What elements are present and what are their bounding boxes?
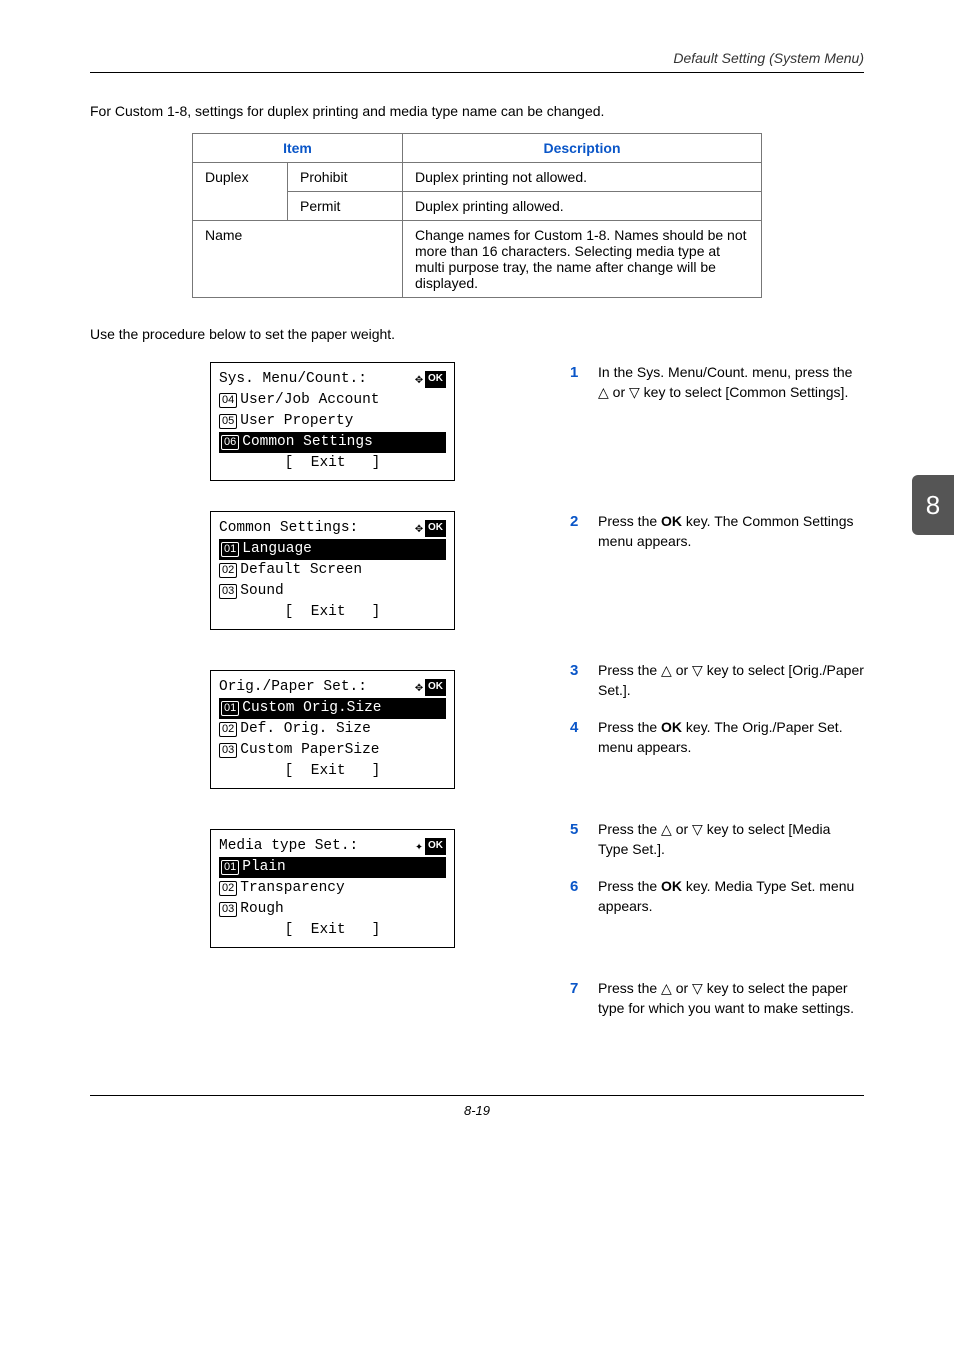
lcd-title: Orig./Paper Set.:: [219, 677, 367, 698]
item-num: 02: [219, 881, 237, 895]
item-label: Rough: [240, 899, 284, 920]
item-num: 04: [219, 393, 237, 407]
step-text: Press the OK key. The Common Settings me…: [598, 511, 864, 552]
item-label: Def. Orig. Size: [240, 719, 371, 740]
step-number: 5: [570, 819, 598, 860]
cell: Name: [193, 221, 403, 298]
item-num: 01: [221, 860, 239, 874]
nav-arrows-icon: ✥: [415, 681, 423, 694]
step-number: 6: [570, 876, 598, 917]
cell: Prohibit: [288, 163, 403, 192]
cell: Change names for Custom 1-8. Names shoul…: [403, 221, 762, 298]
settings-table: Item Description Duplex Prohibit Duplex …: [192, 133, 762, 298]
step-text: Press the △ or ▽ key to select [Orig./Pa…: [598, 660, 864, 701]
step-number: 4: [570, 717, 598, 758]
lcd-title: Common Settings:: [219, 518, 358, 539]
lcd-orig-paper: Orig./Paper Set.:✥OK 01Custom Orig.Size …: [210, 670, 455, 789]
item-label: Plain: [242, 857, 286, 878]
side-tab: 8: [912, 475, 954, 535]
step-3: 3 Press the △ or ▽ key to select [Orig./…: [570, 660, 864, 701]
cell: Duplex printing not allowed.: [403, 163, 762, 192]
item-label: Language: [242, 539, 312, 560]
up-triangle-icon: △: [661, 980, 672, 996]
ok-icon: OK: [425, 371, 446, 388]
exit-label: [ Exit ]: [285, 920, 381, 941]
item-num: 01: [221, 701, 239, 715]
table-row: Duplex Prohibit Duplex printing not allo…: [193, 163, 762, 192]
item-num: 06: [221, 435, 239, 449]
lcd-sys-menu: Sys. Menu/Count.:✥OK 04User/Job Account …: [210, 362, 455, 481]
step-number: 7: [570, 978, 598, 1019]
step-text: Press the △ or ▽ key to select [Media Ty…: [598, 819, 864, 860]
exit-label: [ Exit ]: [285, 761, 381, 782]
down-triangle-icon: ▽: [629, 384, 640, 400]
step-number: 2: [570, 511, 598, 552]
step-4: 4 Press the OK key. The Orig./Paper Set.…: [570, 717, 864, 758]
item-label: User Property: [240, 411, 353, 432]
item-num: 02: [219, 722, 237, 736]
up-triangle-icon: △: [661, 821, 672, 837]
page-number: 8-19: [90, 1103, 864, 1118]
item-label: Sound: [240, 581, 284, 602]
step-text: In the Sys. Menu/Count. menu, press the …: [598, 362, 864, 403]
th-item: Item: [193, 134, 403, 163]
header-rule: [90, 72, 864, 73]
footer-rule: [90, 1095, 864, 1096]
step-2: 2 Press the OK key. The Common Settings …: [570, 511, 864, 552]
up-triangle-icon: △: [661, 662, 672, 678]
item-label: Default Screen: [240, 560, 362, 581]
item-label: Common Settings: [242, 432, 373, 453]
up-triangle-icon: △: [598, 384, 609, 400]
step-6: 6 Press the OK key. Media Type Set. menu…: [570, 876, 864, 917]
exit-label: [ Exit ]: [285, 453, 381, 474]
lcd-title: Media type Set.:: [219, 836, 358, 857]
step-number: 1: [570, 362, 598, 403]
nav-arrows-icon: ✦: [415, 840, 423, 853]
item-label: Custom Orig.Size: [242, 698, 381, 719]
table-row: Name Change names for Custom 1-8. Names …: [193, 221, 762, 298]
down-triangle-icon: ▽: [692, 662, 703, 678]
ok-icon: OK: [425, 520, 446, 537]
item-label: Transparency: [240, 878, 344, 899]
item-label: User/Job Account: [240, 390, 379, 411]
ok-icon: OK: [425, 838, 446, 855]
nav-arrows-icon: ✥: [415, 373, 423, 386]
item-num: 03: [219, 743, 237, 757]
step-number: 3: [570, 660, 598, 701]
lcd-title: Sys. Menu/Count.:: [219, 369, 367, 390]
item-num: 03: [219, 584, 237, 598]
item-num: 02: [219, 563, 237, 577]
intro-text: For Custom 1-8, settings for duplex prin…: [90, 103, 864, 119]
item-label: Custom PaperSize: [240, 740, 379, 761]
exit-label: [ Exit ]: [285, 602, 381, 623]
item-num: 03: [219, 902, 237, 916]
item-num: 01: [221, 542, 239, 556]
cell: Duplex: [193, 163, 288, 221]
procedure-intro: Use the procedure below to set the paper…: [90, 326, 864, 342]
lcd-media-type: Media type Set.: ✦OK 01Plain 02Transparen…: [210, 829, 455, 948]
step-text: Press the OK key. Media Type Set. menu a…: [598, 876, 864, 917]
down-triangle-icon: ▽: [692, 821, 703, 837]
step-text: Press the △ or ▽ key to select the paper…: [598, 978, 864, 1019]
th-desc: Description: [403, 134, 762, 163]
step-text: Press the OK key. The Orig./Paper Set. m…: [598, 717, 864, 758]
down-triangle-icon: ▽: [692, 980, 703, 996]
item-num: 05: [219, 414, 237, 428]
lcd-common-settings: Common Settings: ✥OK 01Language 02Default…: [210, 511, 455, 630]
ok-icon: OK: [425, 679, 446, 696]
cell: Permit: [288, 192, 403, 221]
cell: Duplex printing allowed.: [403, 192, 762, 221]
step-5: 5 Press the △ or ▽ key to select [Media …: [570, 819, 864, 860]
step-7: 7 Press the △ or ▽ key to select the pap…: [570, 978, 864, 1019]
step-1: 1 In the Sys. Menu/Count. menu, press th…: [570, 362, 864, 403]
header-section-title: Default Setting (System Menu): [90, 50, 864, 66]
nav-arrows-icon: ✥: [415, 522, 423, 535]
